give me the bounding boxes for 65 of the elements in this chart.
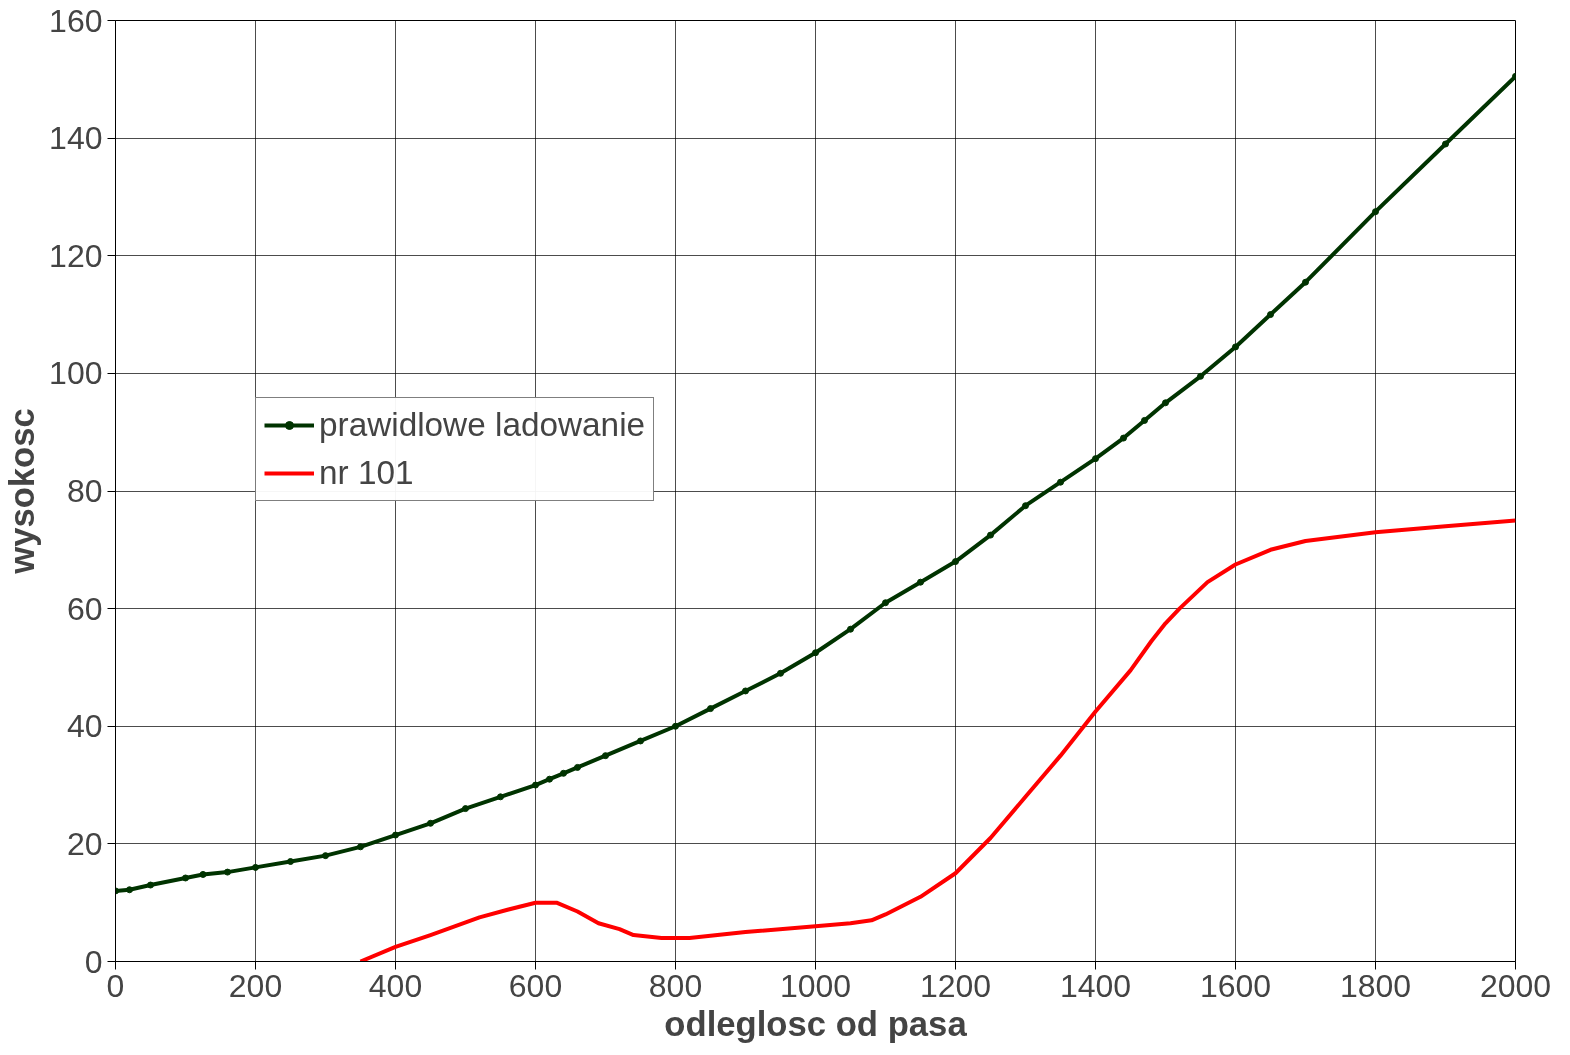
point <box>1372 208 1379 216</box>
y-axis-title: wysokosc <box>3 408 42 575</box>
point <box>602 752 609 760</box>
x-tick-label: 1800 <box>1339 967 1412 1004</box>
x-axis-title: odleglosc od pasa <box>664 1004 968 1043</box>
point <box>252 863 259 871</box>
point <box>847 625 854 633</box>
point <box>1232 343 1239 351</box>
x-tick-label: 600 <box>508 967 563 1004</box>
point <box>126 886 133 894</box>
x-tick-label: 1200 <box>919 967 992 1004</box>
point <box>1302 278 1309 286</box>
legend-label: nr 101 <box>319 454 414 492</box>
y-tick-label: 160 <box>49 2 103 39</box>
line-series <box>358 518 1516 962</box>
point <box>1057 478 1064 486</box>
point <box>672 722 679 730</box>
point <box>182 874 189 882</box>
point <box>224 868 231 876</box>
x-tick-label: 400 <box>368 967 423 1004</box>
point <box>987 531 994 539</box>
point <box>427 819 434 827</box>
y-tick-label: 20 <box>66 825 103 862</box>
point <box>1092 455 1099 463</box>
x-tick-label: 1600 <box>1199 967 1272 1004</box>
y-tick-label: 120 <box>49 237 103 274</box>
point <box>1120 434 1127 442</box>
point <box>917 578 924 586</box>
point <box>574 763 581 771</box>
point <box>1022 502 1029 510</box>
point <box>560 769 567 777</box>
point <box>357 843 364 851</box>
y-tick-label: 40 <box>66 708 103 745</box>
point <box>637 737 644 745</box>
point <box>882 599 889 607</box>
x-tick-label: 1000 <box>779 967 852 1004</box>
point <box>707 705 714 713</box>
x-tick-label: 800 <box>648 967 703 1004</box>
point <box>952 558 959 566</box>
y-tick-label: 100 <box>49 355 103 392</box>
point <box>1267 311 1274 319</box>
point <box>1162 399 1169 407</box>
point <box>1197 372 1204 380</box>
point <box>742 687 749 695</box>
point <box>287 858 294 866</box>
point <box>777 669 784 677</box>
x-tick-label: 200 <box>228 967 283 1004</box>
y-tick-label: 60 <box>66 590 103 627</box>
y-tick-label: 140 <box>49 120 103 157</box>
point <box>322 852 329 860</box>
point <box>497 793 504 801</box>
point <box>812 649 819 657</box>
point <box>462 805 469 813</box>
point <box>392 831 399 839</box>
x-tick-label: 2000 <box>1479 967 1552 1004</box>
point <box>1141 416 1148 424</box>
x-tick-label: 1400 <box>1059 967 1132 1004</box>
point <box>147 881 154 889</box>
legend-label: prawidlowe ladowanie <box>319 406 646 444</box>
y-tick-label: 80 <box>66 473 103 509</box>
point <box>546 775 553 783</box>
point <box>199 870 207 878</box>
point <box>1442 140 1449 148</box>
y-tick-label: 0 <box>84 943 103 980</box>
point <box>532 781 539 789</box>
